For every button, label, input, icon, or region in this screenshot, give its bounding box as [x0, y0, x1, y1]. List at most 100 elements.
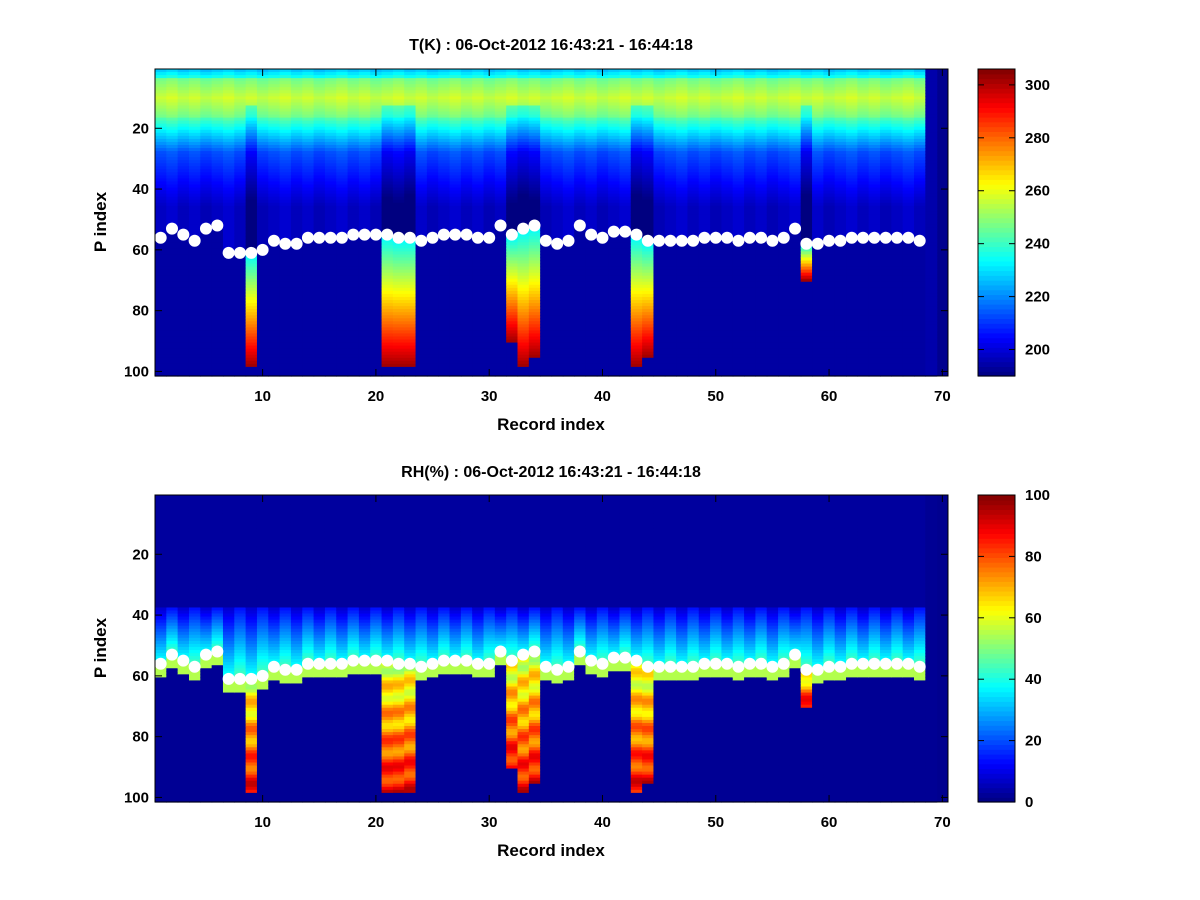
heatmap-cell — [438, 151, 451, 155]
heatmap-cell — [347, 293, 360, 298]
heatmap-cell — [415, 105, 428, 110]
heatmap-cell — [370, 151, 383, 155]
heatmap-cell — [324, 254, 337, 259]
heatmap-cell — [347, 348, 360, 353]
heatmap-cell — [426, 135, 439, 140]
heatmap-cell — [211, 321, 224, 325]
heatmap-cell — [268, 211, 281, 216]
heatmap-cell — [415, 272, 428, 277]
heatmap-cell — [336, 339, 349, 344]
heatmap-cell — [222, 111, 235, 116]
heatmap-cell — [381, 354, 394, 359]
heatmap-cell — [211, 160, 224, 164]
heatmap-cell — [222, 351, 235, 356]
heatmap-cell — [166, 123, 179, 128]
heatmap-cell — [211, 345, 224, 350]
heatmap-cell — [302, 108, 315, 113]
heatmap-cell — [426, 272, 439, 277]
heatmap-cell — [426, 254, 439, 259]
heatmap-cell — [279, 333, 292, 338]
heatmap-cell — [426, 123, 439, 128]
heatmap-cell — [166, 172, 179, 176]
heatmap-cell — [517, 114, 530, 119]
heatmap-cell — [449, 224, 462, 228]
heatmap-cell — [245, 181, 258, 186]
heatmap-cell — [381, 369, 394, 374]
heatmap-cell — [222, 208, 235, 213]
heatmap-cell — [336, 336, 349, 341]
heatmap-cell — [234, 217, 247, 222]
heatmap-cell — [506, 324, 519, 328]
heatmap-cell — [324, 138, 337, 143]
heatmap-cell — [188, 193, 201, 198]
heatmap-cell — [245, 309, 258, 313]
heatmap-cell — [562, 123, 575, 128]
heatmap-cell — [268, 75, 281, 79]
heatmap-cell — [324, 178, 337, 183]
heatmap-cell — [155, 336, 167, 341]
heatmap-cell — [222, 345, 235, 350]
heatmap-cell — [166, 160, 179, 164]
heatmap-cell — [370, 81, 383, 85]
heatmap-cell — [302, 342, 315, 347]
heatmap-cell — [528, 287, 541, 292]
heatmap-cell — [302, 84, 315, 88]
heatmap-cell — [472, 160, 485, 164]
heatmap-cell — [188, 141, 201, 146]
heatmap-cell — [177, 148, 190, 152]
heatmap-cell — [506, 157, 519, 161]
heatmap-cell — [392, 278, 405, 283]
heatmap-cell — [460, 166, 473, 170]
heatmap-cell — [336, 217, 349, 222]
heatmap-cell — [392, 129, 405, 134]
heatmap-cell — [528, 163, 541, 167]
heatmap-cell — [211, 366, 224, 371]
heatmap-cell — [528, 114, 541, 119]
heatmap-cell — [313, 330, 326, 335]
heatmap-cell — [313, 84, 326, 88]
heatmap-cell — [358, 348, 371, 353]
heatmap-cell — [245, 166, 258, 170]
heatmap-cell — [358, 336, 371, 341]
heatmap-cell — [188, 330, 201, 335]
heatmap-cell — [370, 123, 383, 128]
heatmap-cell — [200, 242, 213, 246]
heatmap-cell — [302, 199, 315, 204]
heatmap-cell — [313, 260, 326, 265]
heatmap-cell — [234, 318, 247, 322]
heatmap-cell — [404, 157, 417, 161]
heatmap-cell — [200, 111, 213, 116]
heatmap-cell — [155, 166, 167, 170]
heatmap-cell — [404, 369, 417, 374]
heatmap-cell — [245, 342, 258, 347]
heatmap-cell — [358, 369, 371, 374]
heatmap-cell — [211, 251, 224, 256]
heatmap-cell — [404, 87, 417, 91]
heatmap-cell — [438, 166, 451, 170]
heatmap-cell — [438, 333, 451, 338]
heatmap-cell — [472, 111, 485, 116]
heatmap-cell — [324, 105, 337, 110]
heatmap-cell — [438, 84, 451, 88]
heatmap-cell — [234, 148, 247, 152]
heatmap-cell — [200, 363, 213, 368]
heatmap-cell — [506, 178, 519, 183]
heatmap-cell — [517, 181, 530, 186]
heatmap-cell — [392, 181, 405, 186]
heatmap-cell — [166, 205, 179, 210]
heatmap-cell — [392, 141, 405, 146]
heatmap-cell — [392, 123, 405, 128]
heatmap-cell — [562, 312, 575, 316]
heatmap-cell — [449, 81, 462, 85]
heatmap-cell — [404, 160, 417, 164]
heatmap-cell — [370, 293, 383, 298]
heatmap-cell — [381, 239, 394, 243]
heatmap-cell — [540, 169, 553, 173]
heatmap-cell — [392, 99, 405, 104]
heatmap-cell — [155, 184, 167, 189]
heatmap-cell — [155, 348, 167, 353]
heatmap-cell — [449, 357, 462, 362]
heatmap-cell — [234, 351, 247, 356]
heatmap-cell — [392, 330, 405, 335]
heatmap-cell — [336, 211, 349, 216]
